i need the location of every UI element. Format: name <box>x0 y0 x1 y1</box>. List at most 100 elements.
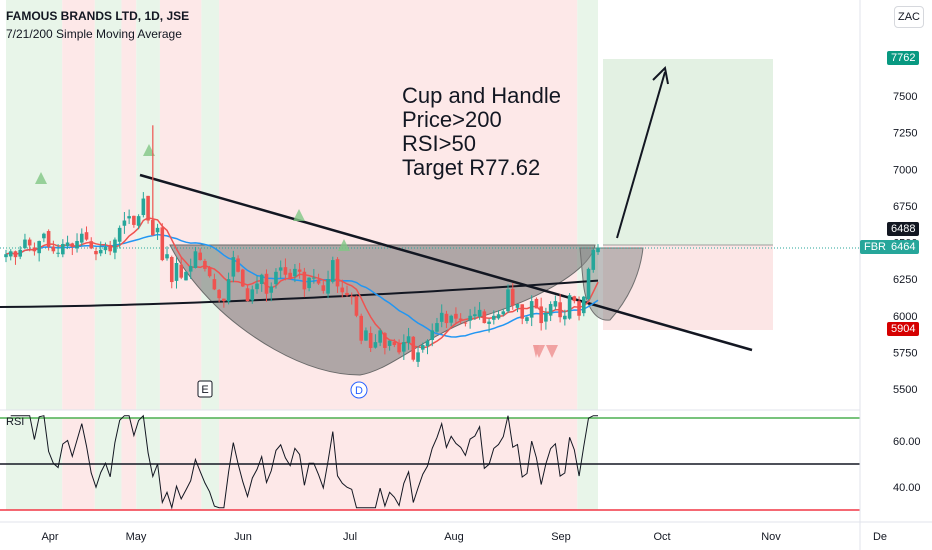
candle-body <box>274 271 278 285</box>
candle-body <box>458 318 463 321</box>
candle-body <box>402 342 406 352</box>
time-tick-label: Oct <box>653 531 670 543</box>
candle-body <box>98 249 103 254</box>
candle-body <box>13 251 18 258</box>
price-tick-label: 6000 <box>893 311 917 323</box>
candle-body <box>236 258 240 272</box>
candle-body <box>259 274 264 284</box>
candle-body <box>506 289 510 312</box>
candle-body <box>482 311 487 324</box>
candle-body <box>340 287 345 293</box>
candle-body <box>61 243 65 255</box>
candle-body <box>302 271 307 290</box>
candle-body <box>27 239 32 246</box>
candle-body <box>222 298 226 302</box>
candle-body <box>520 304 525 319</box>
earnings-marker[interactable] <box>197 380 213 398</box>
candle-body <box>84 232 89 240</box>
signal-down-arrow <box>533 345 545 358</box>
candle-body <box>596 247 600 253</box>
signal-band <box>6 0 63 410</box>
candle-body <box>108 244 112 252</box>
dividend-marker[interactable] <box>350 381 368 399</box>
candle-body <box>444 313 449 324</box>
candle-body <box>359 315 363 341</box>
candle-body <box>468 315 472 321</box>
candle-body <box>416 352 420 362</box>
candle-body <box>430 330 435 340</box>
time-tick-label: May <box>126 531 147 543</box>
candle-body <box>179 264 184 278</box>
candle-body <box>117 227 122 242</box>
candle-body <box>544 312 548 322</box>
candle-body <box>155 227 160 233</box>
candle-body <box>335 259 340 287</box>
annotation-line: Price>200 <box>402 107 502 132</box>
candle-body <box>207 267 212 277</box>
candle-body <box>539 306 543 324</box>
annotation-line: RSI>50 <box>402 131 476 156</box>
candle-body <box>293 268 297 277</box>
candle-body <box>553 301 558 307</box>
candle-body <box>326 279 330 294</box>
candle-body <box>449 315 453 323</box>
candle-body <box>245 288 250 302</box>
price-tick-label: 7500 <box>893 91 917 103</box>
candle-body <box>169 257 174 283</box>
signal-up-arrow <box>35 172 47 184</box>
candle-body <box>46 231 51 247</box>
candle-body <box>4 254 8 258</box>
candle-body <box>37 241 41 254</box>
price-tick-label: 5500 <box>893 384 917 396</box>
candle-body <box>515 304 520 308</box>
candle-body <box>349 296 354 298</box>
candle-body <box>288 272 292 280</box>
candle-body <box>572 296 577 302</box>
currency-button[interactable]: ZAC <box>894 6 924 28</box>
candle-body <box>56 252 60 254</box>
signal-down-arrow <box>546 345 558 358</box>
candle-body <box>226 279 231 302</box>
candle-body <box>32 247 37 252</box>
candle-body <box>411 336 416 360</box>
candle-body <box>420 345 425 350</box>
candle-body <box>94 251 98 255</box>
candle-body <box>141 198 146 216</box>
annotation-line: Cup and Handle <box>402 83 562 108</box>
candle-body <box>70 243 75 247</box>
candle-body <box>581 296 586 314</box>
price-tick-label: 7000 <box>893 164 917 176</box>
candle-body <box>264 273 269 294</box>
sma-200-path <box>0 279 599 308</box>
time-axis[interactable]: Apr May Jun Jul Aug Sep Oct Nov De <box>41 531 887 543</box>
candle-body <box>23 239 27 249</box>
signal-up-arrow <box>143 144 155 156</box>
candle-body <box>203 260 207 269</box>
signal-band <box>62 0 95 410</box>
target-arrow-head <box>652 65 669 85</box>
candle-body <box>567 295 572 319</box>
candle-body <box>18 249 23 257</box>
candle-body <box>193 251 198 269</box>
time-tick-label: Jun <box>234 531 252 543</box>
sma-21-path <box>5 233 599 338</box>
candle-body <box>136 216 141 226</box>
rsi-line <box>10 414 598 510</box>
candle-body <box>383 333 387 348</box>
rsi-axis[interactable]: 40.00 60.00 <box>893 436 921 494</box>
candle-body <box>198 252 202 261</box>
candle-body <box>577 301 581 316</box>
candle-body <box>330 260 335 282</box>
candle-body <box>354 296 359 316</box>
candle-body <box>492 315 496 320</box>
price-tick-label: 5750 <box>893 347 917 359</box>
candle-body <box>373 342 378 348</box>
candle-body <box>184 271 188 281</box>
candle-body <box>454 313 458 319</box>
candle-body <box>146 195 150 221</box>
candle-body <box>364 330 368 341</box>
candle-body <box>231 257 236 277</box>
candle-body <box>188 265 193 272</box>
candle-body <box>103 246 108 251</box>
